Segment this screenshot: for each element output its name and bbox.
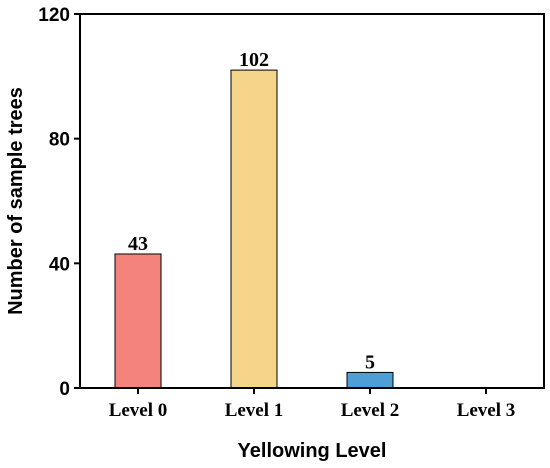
bar-level-1	[230, 69, 278, 389]
bars-group	[114, 69, 394, 389]
y-tick-label: 0	[59, 379, 70, 400]
x-axis-title: Yellowing Level	[238, 440, 387, 462]
plot-frame	[79, 13, 545, 389]
bar-level-2	[346, 371, 394, 389]
x-tick-label: Level 2	[341, 400, 400, 421]
x-tick-label: Level 0	[109, 400, 168, 421]
data-labels-group: 43 102 5	[128, 49, 375, 373]
y-tick-label: 80	[49, 130, 70, 151]
bar-level-0	[114, 253, 162, 389]
data-label: 43	[128, 233, 148, 255]
x-axis-ticks: Level 0 Level 1 Level 2 Level 3	[109, 388, 516, 421]
data-label: 5	[365, 351, 375, 373]
x-tick-label: Level 3	[457, 400, 516, 421]
y-axis-ticks: 0 40 80 120	[38, 5, 80, 400]
x-tick-label: Level 1	[225, 400, 284, 421]
y-axis-title: Number of sample trees	[5, 87, 27, 315]
y-tick-label: 40	[49, 254, 70, 275]
data-label: 102	[239, 49, 269, 71]
y-tick-label: 120	[38, 5, 70, 26]
